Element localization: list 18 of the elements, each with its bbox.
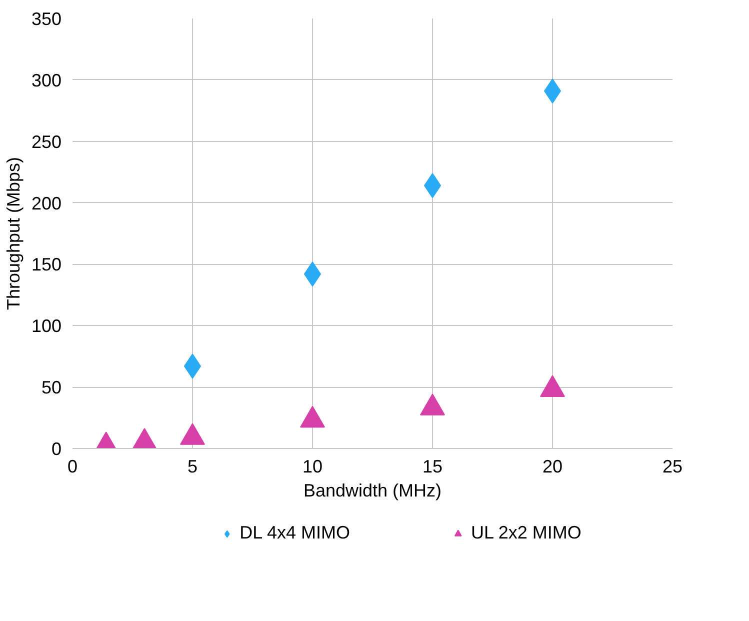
y-tick-label: 50 [41, 378, 62, 398]
legend-label: DL 4x4 MIMO [240, 522, 350, 544]
y-tick-label: 250 [31, 132, 62, 152]
y-tick-label: 350 [31, 9, 62, 29]
x-tick-label: 15 [422, 456, 443, 476]
x-tick-label: 10 [302, 456, 323, 476]
y-axis-title: Throughput (Mbps) [3, 156, 24, 310]
y-tick-label: 150 [31, 254, 62, 275]
y-tick-label: 0 [51, 439, 62, 459]
y-tick-label: 300 [31, 70, 62, 90]
x-tick-label: 5 [187, 456, 198, 476]
legend-label: UL 2x2 MIMO [471, 522, 582, 544]
y-tick-label: 100 [31, 316, 62, 336]
x-axis-title: Bandwidth (MHz) [303, 480, 442, 500]
x-tick-label: 25 [662, 456, 683, 476]
y-tick-label: 200 [31, 193, 62, 214]
x-tick-label: 20 [542, 456, 563, 476]
x-tick-label: 0 [67, 456, 78, 476]
